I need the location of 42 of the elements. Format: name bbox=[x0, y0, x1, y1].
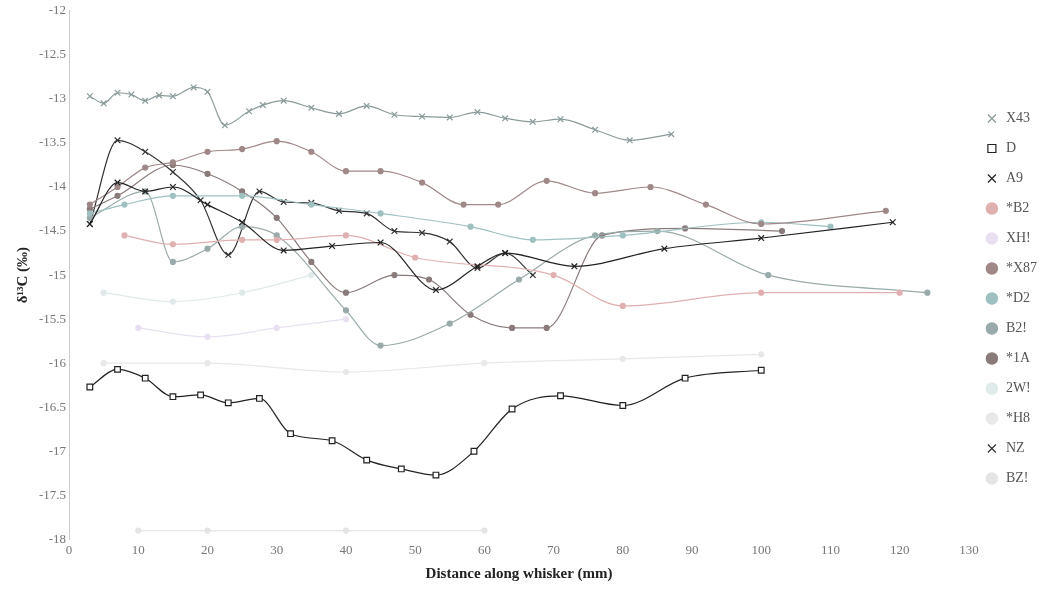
x-tick-label: 90 bbox=[685, 541, 699, 557]
x-axis-title: Distance along whisker (mm) bbox=[425, 564, 613, 582]
legend-label: NZ bbox=[1005, 440, 1025, 456]
y-tick-label: -16.5 bbox=[38, 398, 67, 414]
x-tick-label: 50 bbox=[408, 541, 422, 557]
legend-label: XH! bbox=[1005, 230, 1031, 246]
y-tick-label: -16 bbox=[48, 354, 67, 370]
x-tick-label: 130 bbox=[959, 541, 979, 557]
legend-label: A9 bbox=[1005, 170, 1024, 186]
x-tick-label: 0 bbox=[65, 541, 73, 557]
y-tick-label: -17 bbox=[48, 442, 67, 458]
x-tick-label: 70 bbox=[547, 541, 561, 557]
y-tick-label: -13.5 bbox=[38, 134, 67, 150]
y-tick-label: -14 bbox=[48, 178, 67, 194]
legend-label: *B2 bbox=[1005, 200, 1030, 216]
legend-label: B2! bbox=[1005, 320, 1027, 336]
x-tick-label: 60 bbox=[477, 541, 491, 557]
legend-label: *D2 bbox=[1005, 290, 1031, 306]
y-tick-label: -13 bbox=[48, 90, 67, 106]
x-tick-label: 80 bbox=[616, 541, 630, 557]
y-tick-label: -18 bbox=[48, 530, 67, 546]
x-tick-label: 120 bbox=[889, 541, 910, 557]
legend-label: *H8 bbox=[1005, 410, 1031, 426]
legend-label: BZ! bbox=[1005, 470, 1029, 486]
y-axis-title: δ¹³C (‰) bbox=[13, 246, 31, 304]
y-tick-label: -12.5 bbox=[38, 46, 67, 62]
legend-label: D bbox=[1005, 140, 1017, 156]
y-tick-label: -14.5 bbox=[38, 222, 67, 238]
y-tick-label: -15.5 bbox=[38, 310, 67, 326]
y-tick-label: -15 bbox=[48, 266, 67, 282]
x-tick-label: 100 bbox=[751, 541, 771, 557]
x-tick-label: 30 bbox=[270, 541, 284, 557]
x-tick-label: 40 bbox=[339, 541, 353, 557]
x-tick-label: 20 bbox=[201, 541, 215, 557]
legend-label: X43 bbox=[1005, 110, 1031, 126]
legend-label: *X87 bbox=[1005, 260, 1038, 276]
x-tick-label: 10 bbox=[131, 541, 145, 557]
legend-label: *1A bbox=[1005, 350, 1031, 366]
y-tick-label: -17.5 bbox=[38, 486, 67, 502]
legend-label: 2W! bbox=[1005, 380, 1031, 396]
y-tick-label: -12 bbox=[48, 2, 67, 18]
x-tick-label: 110 bbox=[820, 541, 840, 557]
